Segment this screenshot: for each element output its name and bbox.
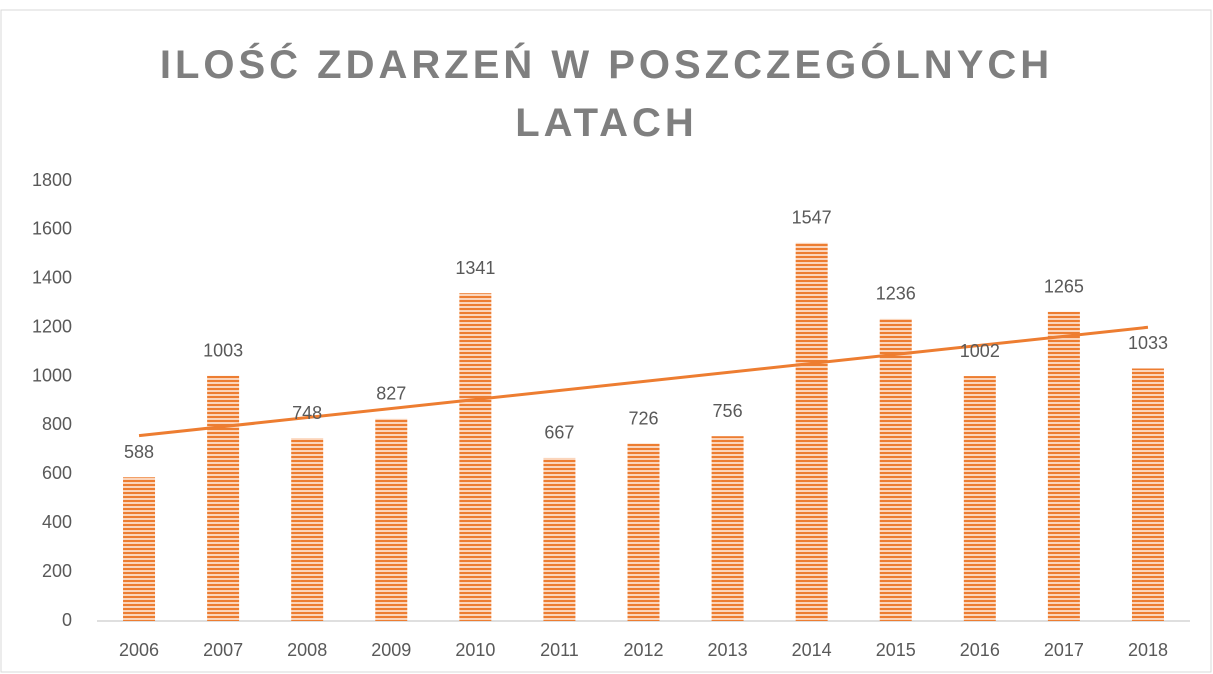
x-tick-label: 2009 (371, 640, 411, 660)
x-tick-label: 2018 (1128, 640, 1168, 660)
data-label: 1547 (792, 208, 832, 228)
x-tick-label: 2012 (623, 640, 663, 660)
x-tick-label: 2014 (792, 640, 832, 660)
bar (123, 477, 156, 621)
bar (459, 293, 492, 621)
y-tick-label: 600 (42, 463, 72, 483)
x-tick-label: 2015 (876, 640, 916, 660)
data-label: 1002 (960, 341, 1000, 361)
x-tick-label: 2010 (455, 640, 495, 660)
bar (207, 375, 240, 621)
y-tick-label: 400 (42, 512, 72, 532)
data-label: 756 (713, 401, 743, 421)
bar (627, 443, 660, 621)
bar (291, 438, 324, 621)
trendline (138, 325, 1149, 438)
bar (711, 436, 744, 621)
bar (1047, 311, 1080, 621)
data-label: 1033 (1128, 333, 1168, 353)
x-tick-label: 2007 (203, 640, 243, 660)
data-label: 1265 (1044, 277, 1084, 297)
data-label: 1236 (876, 284, 916, 304)
bar (375, 418, 408, 621)
bar (795, 242, 828, 621)
y-tick-label: 800 (42, 414, 72, 434)
chart-title: ILOŚĆ ZDARZEŃ W POSZCZEGÓLNYCH LATACH (159, 43, 1054, 145)
data-label: 726 (628, 408, 658, 428)
y-tick-label: 1600 (32, 219, 72, 239)
x-tick-label: 2006 (119, 640, 159, 660)
data-label: 588 (124, 442, 154, 462)
data-label: 748 (292, 403, 322, 423)
x-tick-label: 2011 (540, 640, 579, 660)
bar (879, 318, 912, 621)
data-label: 827 (376, 384, 406, 404)
y-tick-label: 1200 (32, 316, 72, 336)
data-label: 667 (544, 423, 574, 443)
x-tick-label: 2008 (287, 640, 327, 660)
x-tick-label: 2013 (708, 640, 748, 660)
chart-border (0, 9, 1212, 673)
y-tick-label: 200 (42, 561, 72, 581)
data-label: 1341 (455, 258, 495, 278)
bar (963, 376, 996, 621)
y-tick-label: 1000 (32, 365, 72, 385)
y-tick-label: 1400 (32, 268, 72, 288)
data-label: 1003 (203, 341, 243, 361)
x-tick-label: 2017 (1044, 640, 1084, 660)
y-tick-label: 0 (62, 610, 72, 630)
bar (1131, 368, 1164, 621)
x-tick-label: 2016 (960, 640, 1000, 660)
bar (543, 457, 576, 621)
y-tick-label: 1800 (32, 170, 72, 190)
